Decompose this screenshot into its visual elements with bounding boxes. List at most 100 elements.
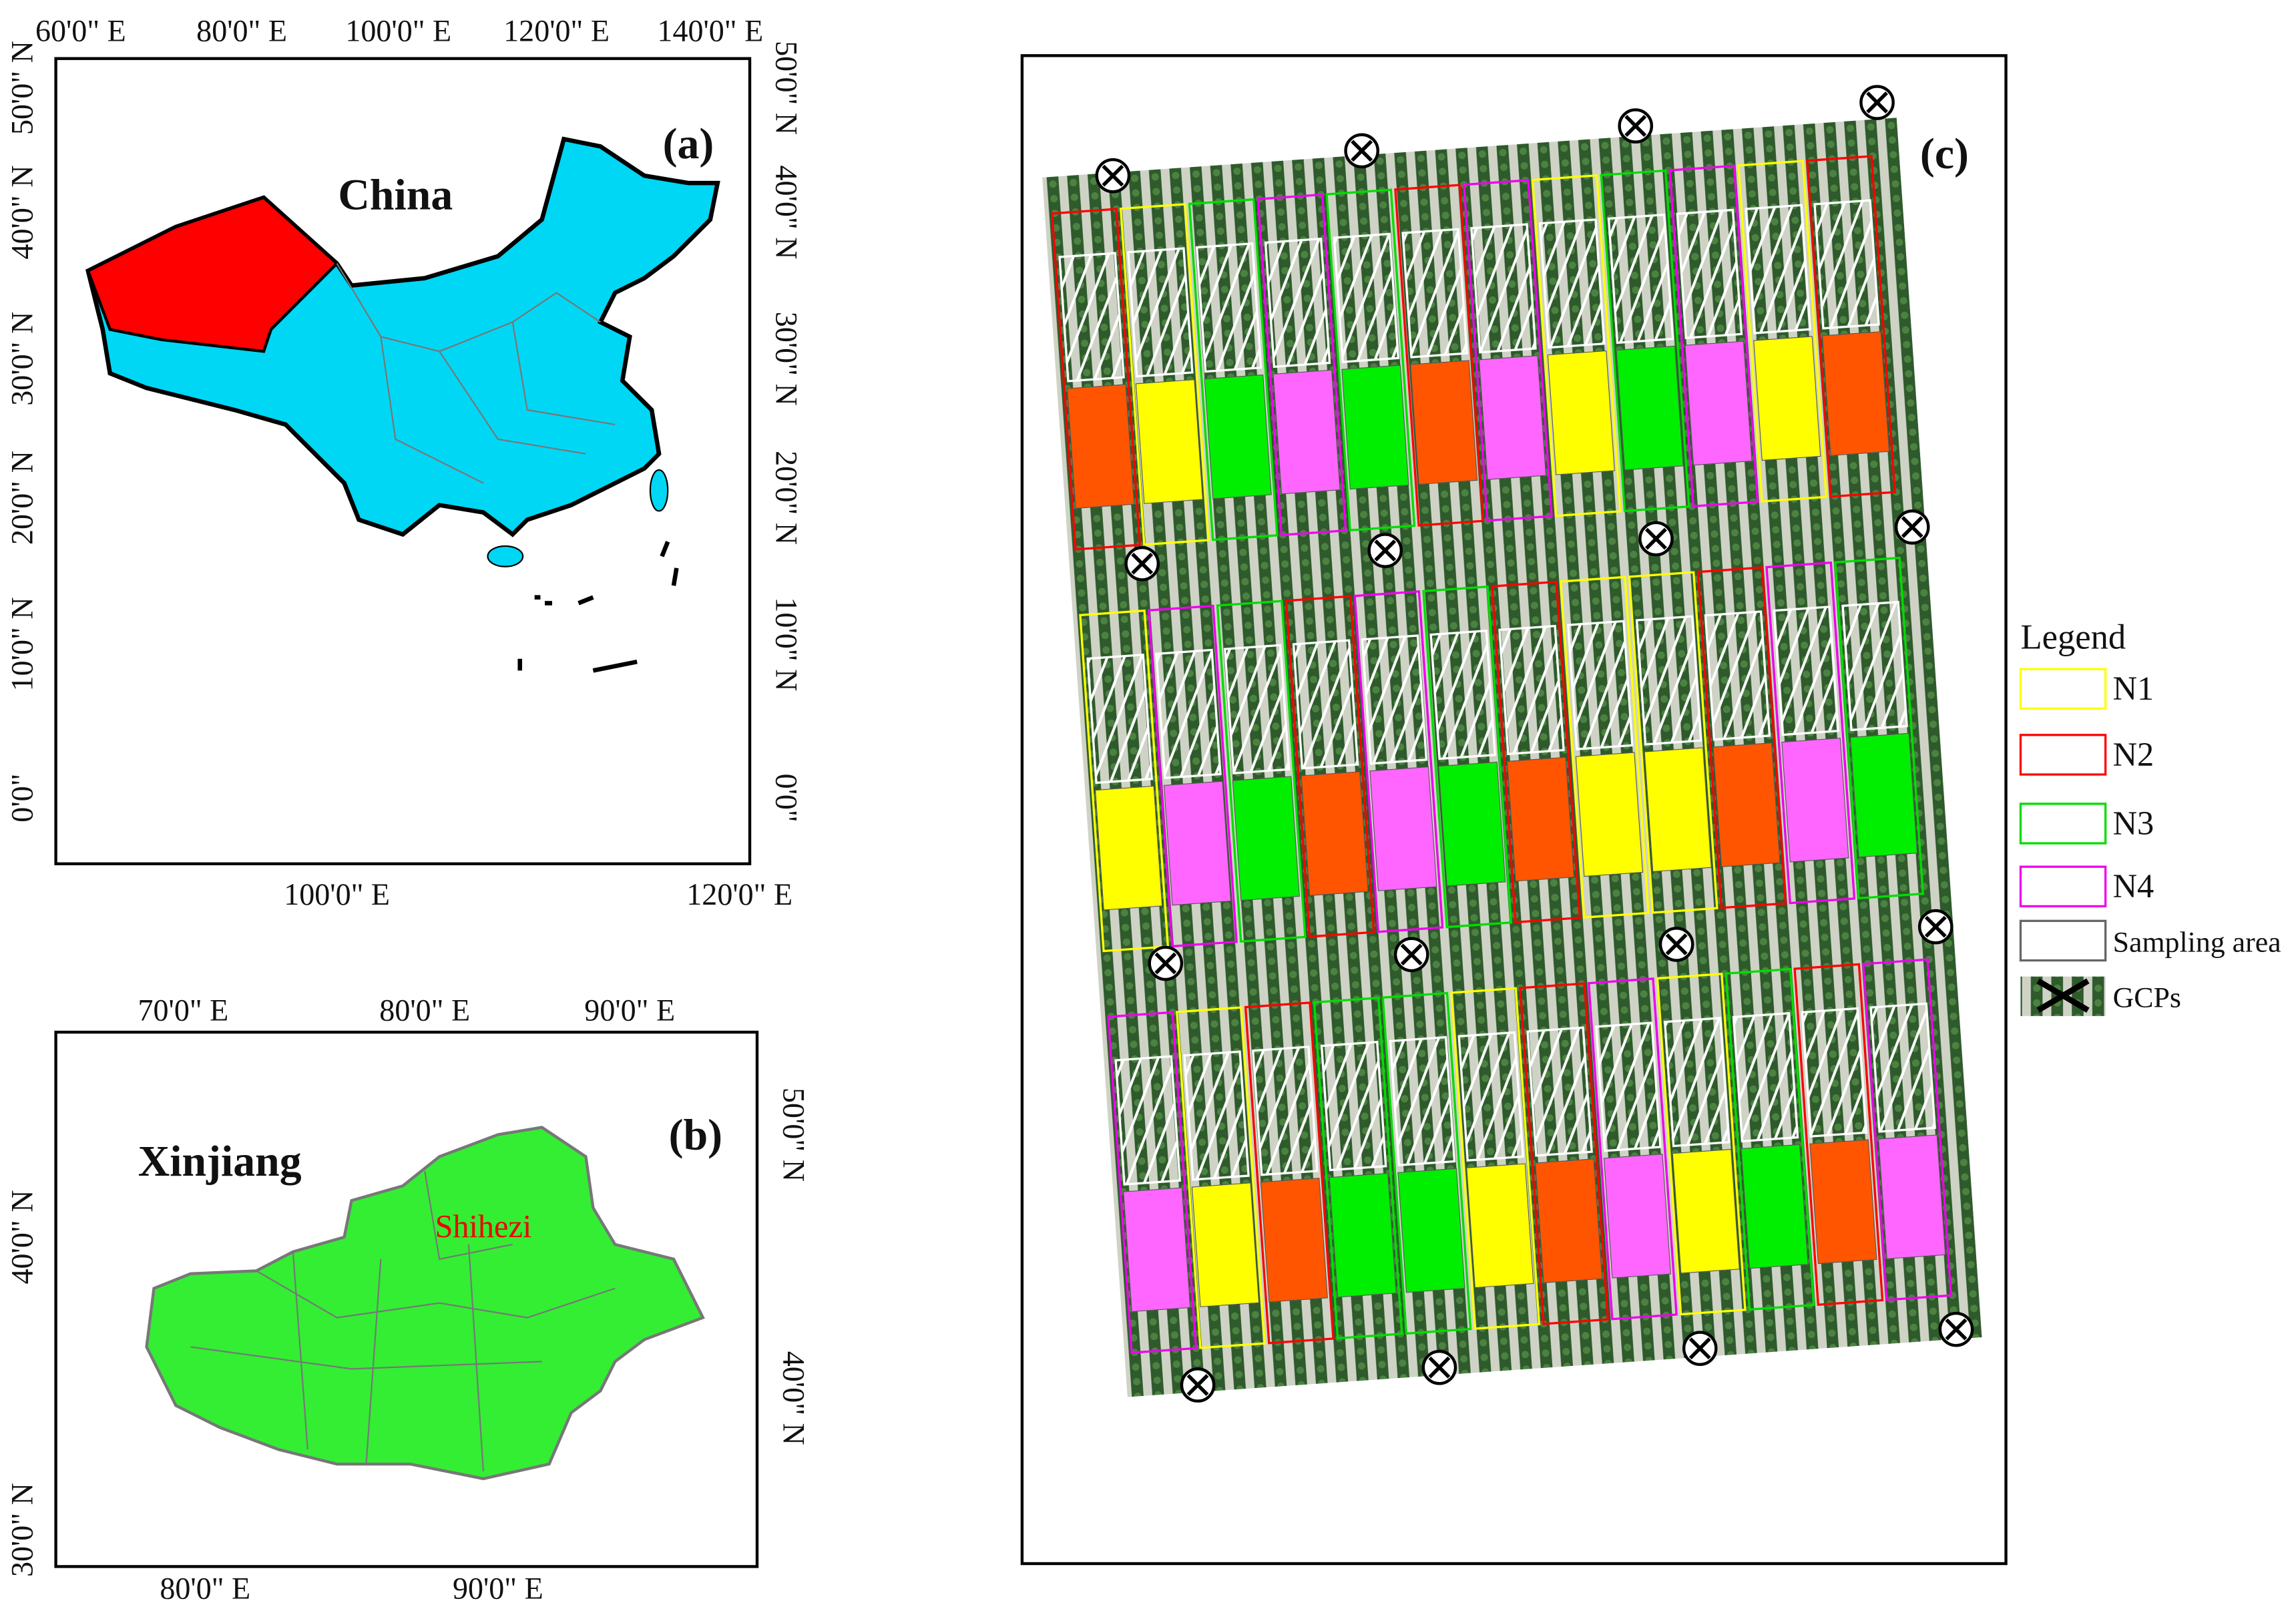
sampling-area	[1732, 1011, 1799, 1143]
sampling-area	[1292, 639, 1359, 770]
sampling-area	[1773, 606, 1840, 736]
treatment-plot	[1191, 1182, 1260, 1307]
sampling-area	[1195, 242, 1262, 373]
legend-label: N1	[2113, 670, 2154, 707]
treatment-plot	[1684, 340, 1753, 466]
sampling-area	[1127, 247, 1194, 378]
plot	[1793, 963, 1884, 1306]
tick-label: 50'0" N	[770, 41, 804, 135]
treatment-plot	[1397, 1168, 1465, 1293]
plot	[1450, 987, 1541, 1330]
legend-swatch	[2019, 865, 2107, 908]
legend-label: N2	[2113, 736, 2154, 773]
treatment-plot	[1672, 1148, 1740, 1274]
tick-label: 30'0" N	[5, 1483, 39, 1577]
treatment-plot	[1603, 1154, 1672, 1279]
plot	[1862, 958, 1953, 1301]
treatment-plot	[1809, 1139, 1877, 1265]
sampling-area	[1813, 199, 1880, 330]
sampling-area	[1114, 1055, 1182, 1186]
sampling-area	[1058, 252, 1125, 383]
plot	[1313, 996, 1403, 1340]
treatment-plot	[1616, 345, 1684, 471]
gcp-cross	[1154, 952, 1177, 975]
tick-label: 100'0" E	[345, 13, 451, 47]
tick-label: 80'0" E	[160, 1572, 250, 1606]
plot	[1559, 576, 1650, 919]
tick-label: 30'0" N	[5, 312, 39, 406]
legend-label: N3	[2113, 804, 2154, 842]
tick-label: 120'0" E	[686, 877, 792, 911]
plot	[1188, 198, 1279, 541]
sampling-area	[1595, 1021, 1662, 1152]
tick-label: 10'0" N	[5, 597, 39, 691]
plot	[1531, 174, 1622, 517]
sampling-area	[1470, 223, 1537, 354]
gcp-cross	[1624, 115, 1647, 138]
plot	[1381, 991, 1472, 1335]
legend-swatch	[2019, 734, 2107, 776]
legend-swatch	[2019, 919, 2107, 962]
sampling-area	[1607, 213, 1674, 344]
sampling-area	[1635, 615, 1702, 746]
gcp-cross	[1351, 140, 1373, 162]
gcp-cross	[2036, 978, 2090, 1013]
tick-label: 80'0" E	[196, 13, 287, 47]
treatment-plot	[1781, 737, 1849, 863]
legend-title: Legend	[2020, 618, 2126, 656]
sampling-area	[1223, 644, 1291, 774]
gcp-cross	[1866, 91, 1888, 113]
country-label: China	[338, 171, 453, 220]
plot	[1325, 188, 1416, 531]
gcp-cross	[1665, 933, 1688, 955]
sampling-area	[1676, 208, 1743, 339]
xinjiang-map	[145, 1126, 705, 1481]
plot	[1737, 160, 1828, 503]
treatment-plot	[1163, 780, 1232, 906]
tick-label: 30'0" N	[770, 312, 804, 406]
tick-label: 80'0" E	[379, 993, 470, 1027]
sampling-area	[1841, 600, 1908, 732]
gcp-cross	[1186, 1374, 1209, 1396]
sampling-area	[1801, 1007, 1868, 1138]
tick-label: 20'0" N	[770, 451, 804, 545]
plot	[1079, 609, 1170, 953]
treatment-plot	[1850, 732, 1918, 858]
plot	[1696, 566, 1787, 909]
field-image	[1042, 118, 1982, 1397]
sampling-area	[1498, 624, 1565, 756]
tick-label: 20'0" N	[5, 451, 39, 545]
tick-label: 90'0" E	[584, 993, 675, 1027]
gcp-cross	[1102, 164, 1124, 187]
sampling-area	[1264, 237, 1331, 369]
sampling-area	[1086, 653, 1153, 784]
gcp-cross	[1945, 1318, 1968, 1341]
legend-label: Sampling area	[2113, 926, 2281, 958]
plot	[1216, 600, 1307, 943]
plot	[1628, 571, 1718, 914]
tick-label: 60'0" E	[35, 13, 126, 47]
tick-label: 40'0" N	[5, 166, 39, 260]
treatment-plot	[1821, 331, 1890, 456]
gcp-cross	[1924, 915, 1947, 938]
sampling-area	[1704, 610, 1771, 741]
plot	[1147, 604, 1238, 948]
panel-label: (c)	[1920, 130, 1969, 178]
plot	[1422, 585, 1513, 929]
treatment-plot	[1410, 360, 1478, 485]
treatment-plot	[1466, 1163, 1534, 1289]
tick-label: 120'0" E	[503, 13, 610, 47]
treatment-plot	[1575, 752, 1643, 877]
legend-swatch	[2019, 668, 2107, 710]
treatment-plot	[1095, 785, 1163, 911]
tick-label: 40'0" N	[5, 1190, 39, 1285]
sampling-area	[1252, 1046, 1319, 1176]
treatment-plot	[1273, 369, 1341, 495]
treatment-plot	[1204, 374, 1272, 499]
plot	[1765, 561, 1856, 905]
plot	[1244, 1001, 1335, 1345]
sampling-area	[1389, 1036, 1456, 1167]
sampling-area	[1526, 1026, 1593, 1157]
treatment-plot	[1741, 1144, 1809, 1269]
plot	[1394, 184, 1485, 527]
